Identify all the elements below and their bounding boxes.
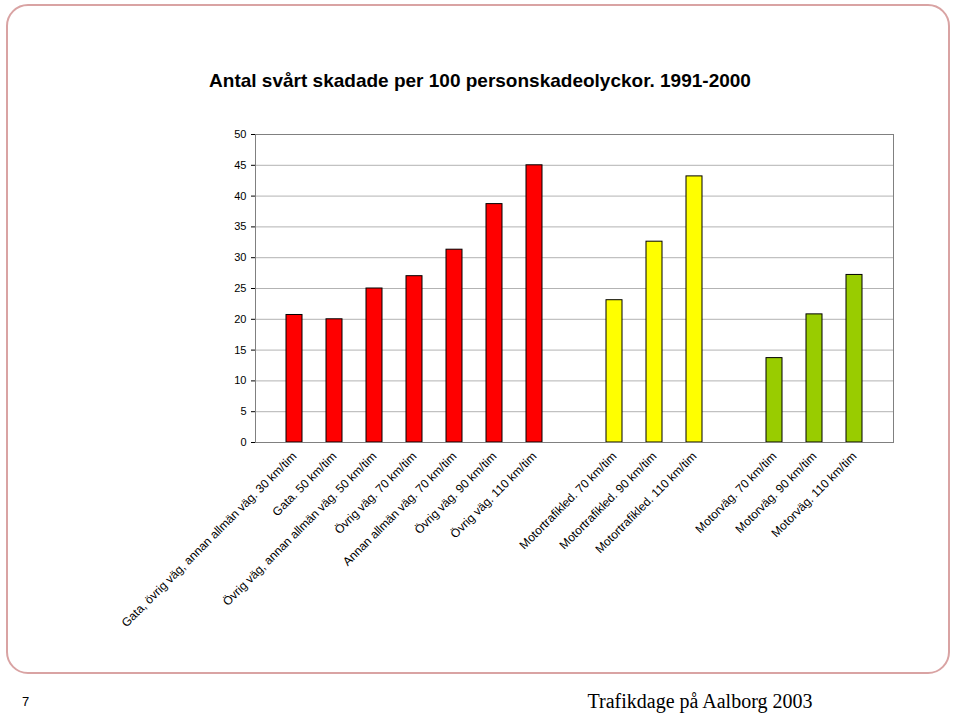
svg-text:25: 25 <box>234 282 246 294</box>
svg-text:Övrig väg. 110 km/tim: Övrig väg. 110 km/tim <box>448 449 540 541</box>
svg-text:5: 5 <box>240 405 246 417</box>
svg-text:0: 0 <box>240 436 246 448</box>
svg-text:35: 35 <box>234 220 246 232</box>
svg-text:Övrig väg, annan allmän väg. 5: Övrig väg, annan allmän väg. 50 km/tim <box>220 449 379 608</box>
svg-text:Motorväg. 110 km/tim: Motorväg. 110 km/tim <box>768 449 859 540</box>
svg-text:30: 30 <box>234 251 246 263</box>
svg-text:Annan allmän väg. 70 km/tim: Annan allmän väg. 70 km/tim <box>340 449 460 569</box>
svg-text:Övrig väg. 90 km/tim: Övrig väg. 90 km/tim <box>411 449 500 537</box>
svg-text:Motortrafikled. 110 km/tim: Motortrafikled. 110 km/tim <box>592 449 699 556</box>
html-text:Trafikdage på Aalborg 2003: Trafikdage på Aalborg 2003 <box>587 690 813 712</box>
svg-text:10: 10 <box>234 374 246 386</box>
html-text:7: 7 <box>22 694 30 709</box>
svg-text:Gata, övrig väg, annan allmän: Gata, övrig väg, annan allmän väg. 30 km… <box>119 449 300 630</box>
svg-text:Övrig väg. 70 km/tim: Övrig väg. 70 km/tim <box>331 449 420 537</box>
svg-text:50: 50 <box>234 128 246 140</box>
svg-text:20: 20 <box>234 313 246 325</box>
svg-text:Motorväg. 70 km/tim: Motorväg. 70 km/tim <box>692 449 780 536</box>
svg-text:15: 15 <box>234 344 246 356</box>
html-text:Antal svårt skadade per 100 pe: Antal svårt skadade per 100 personskadeo… <box>209 70 751 91</box>
svg-text:Motorväg. 90 km/tim: Motorväg. 90 km/tim <box>732 449 820 536</box>
svg-text:40: 40 <box>234 190 246 202</box>
svg-text:Gata. 50 km/tim: Gata. 50 km/tim <box>269 449 340 520</box>
svg-text:Motortrafikled. 90 km/tim: Motortrafikled. 90 km/tim <box>556 449 660 553</box>
svg-text:45: 45 <box>234 159 246 171</box>
svg-text:Motortrafikled. 70 km/tim: Motortrafikled. 70 km/tim <box>516 449 620 553</box>
